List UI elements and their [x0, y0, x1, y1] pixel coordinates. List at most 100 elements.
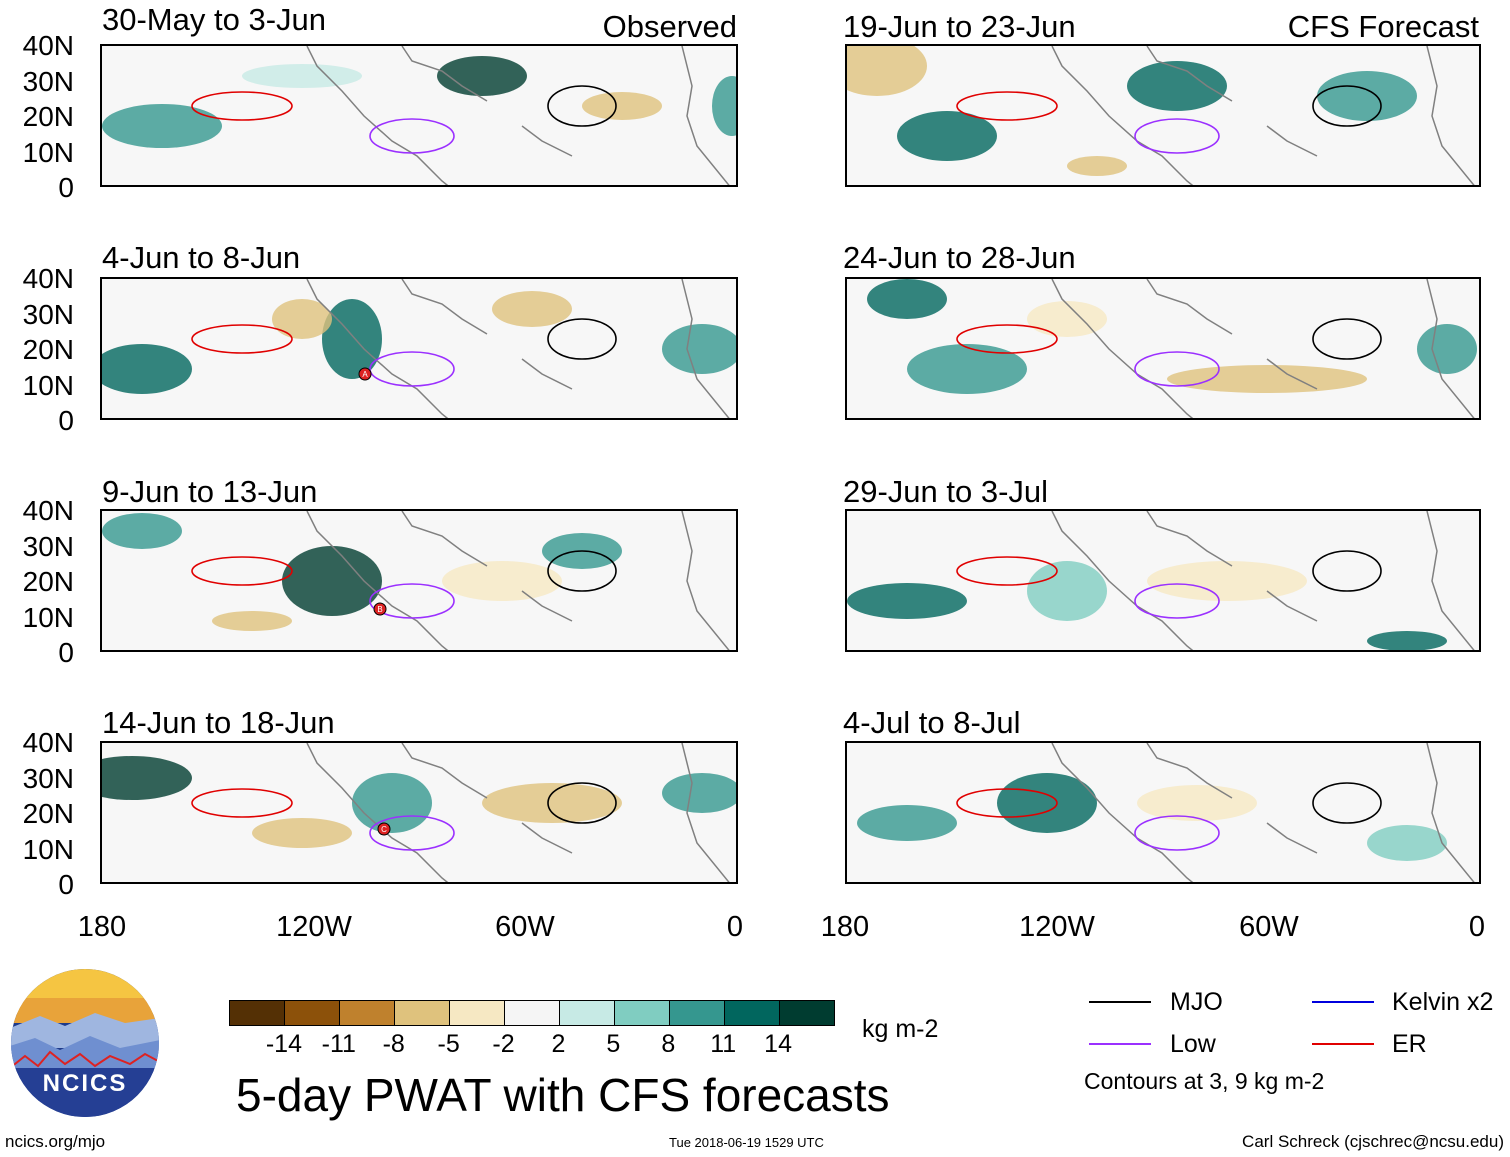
pwat-anomaly-area — [1317, 71, 1417, 121]
pwat-anomaly-area — [1367, 631, 1447, 650]
legend-label-kelvin: Kelvin x2 — [1392, 988, 1494, 1016]
y-tick-label: 30N — [22, 530, 74, 562]
low-contour — [1134, 351, 1220, 387]
colorbar-segment — [450, 1001, 505, 1025]
panel-title: 4-Jul to 8-Jul — [843, 705, 1021, 740]
y-tick-label: 0 — [58, 869, 74, 900]
pwat-anomaly-area — [867, 279, 947, 319]
pwat-anomaly-area — [282, 546, 382, 616]
y-tick-label: 10N — [22, 601, 74, 633]
colorbar-tick-label: 5 — [606, 1030, 621, 1058]
panel-title: 29-Jun to 3-Jul — [843, 474, 1049, 509]
colorbar-segment — [285, 1001, 340, 1025]
footer-author: Carl Schreck (cjschrec@ncsu.edu) — [1242, 1132, 1504, 1151]
coastline — [1051, 279, 1475, 418]
pwat-anomaly-area — [847, 583, 967, 619]
panel-title: 30-May to 3-Jun — [102, 2, 326, 37]
coastline — [306, 743, 730, 882]
x-tick-label: 120W — [1019, 911, 1095, 943]
coastline — [306, 46, 730, 185]
colorbar-segment — [780, 1001, 834, 1025]
storm-marker: C — [377, 822, 391, 836]
legend-label-low: Low — [1170, 1030, 1216, 1058]
pwat-anomaly-area — [352, 773, 432, 833]
er-contour — [191, 91, 293, 121]
colorbar-tick-label: 11 — [710, 1030, 737, 1058]
legend-line-kelvin — [1312, 1001, 1374, 1003]
ncics-logo: NCICS — [11, 969, 159, 1117]
y-tick-label: 0 — [58, 637, 74, 668]
er-contour — [191, 788, 293, 818]
mjo-contour — [547, 550, 617, 592]
pwat-anomaly-area — [492, 291, 572, 327]
logo-text: NCICS — [43, 1070, 128, 1097]
colorbar-tick-label: -11 — [321, 1030, 356, 1058]
storm-marker-label: C — [381, 825, 387, 834]
pwat-anomaly-area — [1137, 785, 1257, 821]
colorbar-tick-label: 14 — [764, 1030, 792, 1058]
colorbar-units: kg m-2 — [862, 1015, 939, 1043]
pwat-anomaly-area — [582, 92, 662, 120]
panel-title: 4-Jun to 8-Jun — [102, 240, 301, 275]
y-tick-label: 10N — [22, 136, 74, 168]
map-panel-left-3: B — [100, 509, 738, 652]
y-tick-label: 40N — [22, 727, 74, 758]
map-field — [102, 46, 736, 185]
low-contour — [1134, 815, 1220, 851]
x-tick-label: 180 — [820, 911, 870, 943]
y-tick-label: 0 — [58, 405, 74, 436]
low-contour — [369, 815, 455, 851]
cfs-forecast-label: CFS Forecast — [1287, 9, 1479, 44]
pwat-anomaly-area — [482, 783, 622, 823]
pwat-anomaly-area — [907, 344, 1027, 394]
colorbar-tick-label: 2 — [551, 1030, 566, 1058]
map-field — [857, 743, 1475, 882]
map-field: A — [102, 279, 736, 418]
pwat-anomaly-area — [442, 561, 562, 601]
x-tick-label: 60W — [495, 911, 555, 943]
pwat-anomaly-area — [252, 818, 352, 848]
legend-line-er — [1312, 1043, 1374, 1045]
x-tick-label: 120W — [276, 911, 352, 943]
mjo-contour — [1312, 782, 1382, 824]
low-contour — [369, 583, 455, 619]
pwat-anomaly-area — [1367, 825, 1447, 861]
mjo-contour — [547, 85, 617, 127]
pwat-anomaly-area — [662, 773, 736, 813]
coastline — [1051, 743, 1475, 882]
map-panel-right-4 — [845, 741, 1481, 884]
y-tick-label: 20N — [22, 334, 74, 365]
coastline — [306, 279, 730, 418]
pwat-anomaly-area — [1027, 301, 1107, 337]
map-panel-left-4: C — [100, 741, 738, 884]
pwat-anomaly-area — [662, 324, 736, 374]
panel-title: 9-Jun to 13-Jun — [102, 474, 318, 509]
pwat-anomaly-area — [212, 611, 292, 631]
panel-title: 14-Jun to 18-Jun — [102, 705, 335, 740]
colorbar-segment — [230, 1001, 285, 1025]
y-tick-label: 40N — [22, 30, 74, 61]
mjo-contour — [547, 782, 617, 824]
map-panel-left-1 — [100, 44, 738, 187]
pwat-anomaly-area — [897, 111, 997, 161]
pwat-anomaly-area — [272, 299, 332, 339]
mjo-contour — [1312, 550, 1382, 592]
legend-line-mjo — [1089, 1001, 1151, 1003]
er-contour — [956, 324, 1058, 354]
map-panel-right-1 — [845, 44, 1481, 187]
y-tick-label: 30N — [22, 762, 74, 794]
panel-title: 24-Jun to 28-Jun — [843, 240, 1076, 275]
storm-marker: B — [373, 602, 387, 616]
colorbar-segment — [615, 1001, 670, 1025]
x-tick-label: 0 — [1468, 911, 1486, 943]
pwat-anomaly-area — [242, 64, 362, 88]
y-tick-label: 40N — [22, 263, 74, 294]
pwat-anomaly-area — [102, 756, 192, 800]
footer-url[interactable]: ncics.org/mjo — [5, 1132, 106, 1151]
pwat-anomaly-area — [1417, 324, 1477, 374]
er-contour — [956, 91, 1058, 121]
colorbar-tick-label: -5 — [437, 1030, 460, 1058]
mjo-contour — [1312, 85, 1382, 127]
pwat-anomaly-area — [857, 805, 957, 841]
low-contour — [1134, 118, 1220, 154]
